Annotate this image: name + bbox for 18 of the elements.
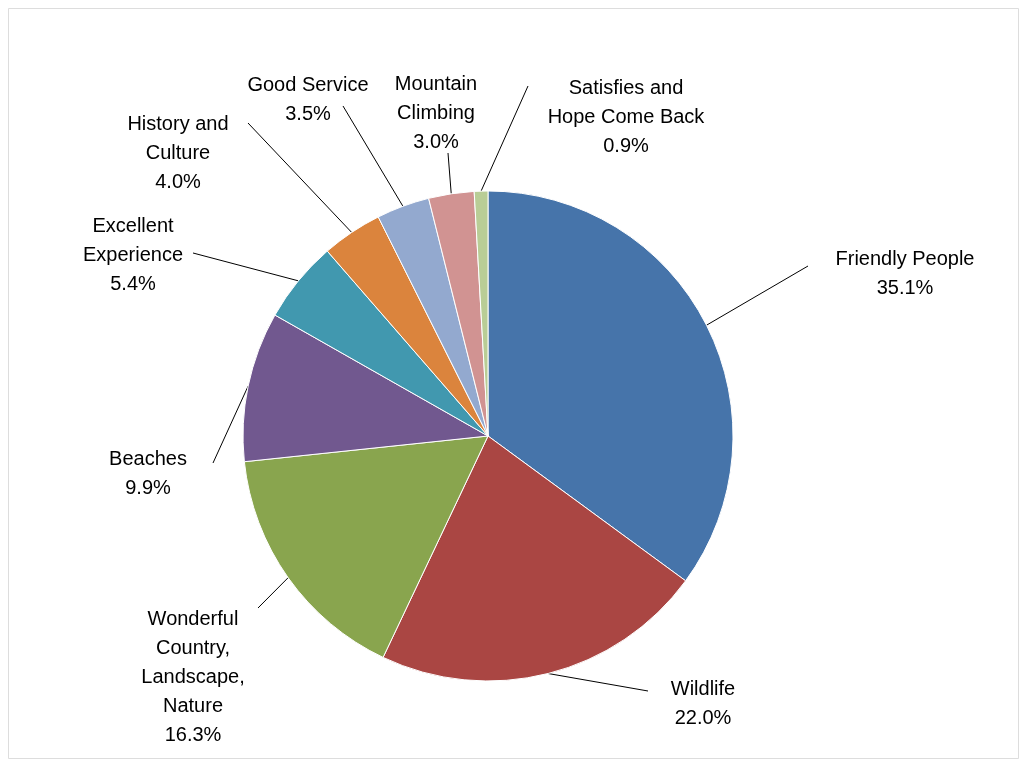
data-label: 3.5% <box>285 102 332 124</box>
data-label: 5.4% <box>110 272 157 294</box>
data-label: 22.0% <box>674 706 732 728</box>
slice-label: History and Culture <box>127 112 229 163</box>
slice-label: Friendly People <box>835 247 975 269</box>
slice-label: Wonderful Country, Landscape, Nature <box>141 607 245 716</box>
slice-label: Wildlife <box>670 677 736 699</box>
data-label: 9.9% <box>125 476 172 498</box>
slice-label: Excellent Experience <box>82 214 184 265</box>
data-label: 3.0% <box>413 130 460 152</box>
slice-label: Mountain Climbing <box>394 72 478 123</box>
data-label: 4.0% <box>155 170 202 192</box>
data-label: 0.9% <box>603 134 650 156</box>
slice-label: Satisfies and Hope Come Back <box>547 76 706 127</box>
data-label: 35.1% <box>876 276 934 298</box>
data-label: 16.3% <box>164 723 222 745</box>
slice-label: Good Service <box>247 73 369 95</box>
slice-label: Beaches <box>109 447 187 469</box>
